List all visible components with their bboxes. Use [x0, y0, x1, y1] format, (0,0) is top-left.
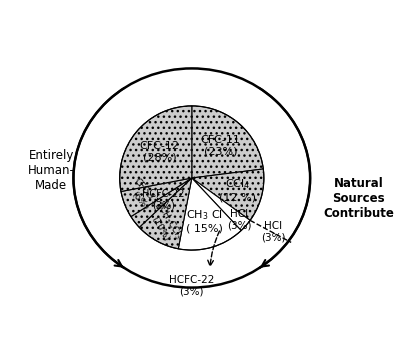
Text: Natural
Sources
Contribute: Natural Sources Contribute	[323, 177, 394, 220]
Text: HCFC-22
(3%): HCFC-22 (3%)	[169, 275, 215, 297]
Wedge shape	[121, 178, 192, 217]
Text: CCl$_4$
(12 %): CCl$_4$ (12 %)	[219, 177, 256, 202]
Wedge shape	[139, 178, 192, 249]
Text: CFC-12
(28%): CFC-12 (28%)	[140, 141, 179, 162]
Wedge shape	[120, 106, 192, 192]
Text: Entirely
Human-
Made: Entirely Human- Made	[28, 149, 75, 192]
Text: CFC-11
(23%): CFC-11 (23%)	[201, 135, 240, 156]
Text: HCl
(3%): HCl (3%)	[261, 221, 285, 242]
Wedge shape	[192, 106, 263, 178]
Wedge shape	[192, 169, 264, 220]
Text: CH$_3$CCl$_3$
(10%): CH$_3$CCl$_3$ (10%)	[146, 203, 185, 247]
Wedge shape	[178, 178, 241, 250]
Wedge shape	[131, 178, 192, 227]
Text: HCFC-22
(3%): HCFC-22 (3%)	[142, 189, 185, 211]
Text: CH$_3$ Cl
( 15%): CH$_3$ Cl ( 15%)	[186, 208, 223, 234]
Text: HCl
(3%): HCl (3%)	[227, 209, 252, 231]
Text: CFC-113
(6%): CFC-113 (6%)	[124, 176, 163, 218]
Wedge shape	[192, 178, 250, 231]
